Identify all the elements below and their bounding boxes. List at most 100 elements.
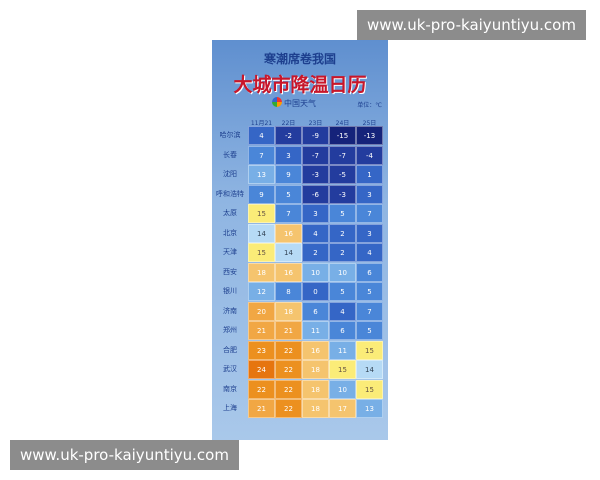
- temp-cell: 9: [248, 184, 275, 204]
- temp-cell: 21: [248, 321, 275, 340]
- temp-cell: 18: [248, 262, 275, 282]
- temp-cell: 15: [356, 340, 383, 360]
- temp-cell: 3: [302, 204, 329, 223]
- city-label: 南京: [223, 384, 237, 393]
- temp-cell: 18: [302, 379, 329, 399]
- city-label: 天津: [223, 248, 237, 256]
- temp-cell: 18: [275, 301, 302, 321]
- temp-cell: -13: [356, 126, 383, 145]
- city-label: 合肥: [223, 345, 237, 354]
- temp-cell: 24: [248, 360, 275, 379]
- temp-cell: 5: [275, 184, 302, 204]
- city-label: 上海: [223, 404, 237, 412]
- temp-cell: 15: [356, 379, 383, 399]
- column-header: 22日: [281, 120, 296, 127]
- temp-cell: 6: [329, 321, 356, 340]
- temp-cell: 22: [275, 340, 302, 360]
- temp-cell: -7: [329, 145, 356, 165]
- temp-cell: 16: [275, 223, 302, 243]
- subtitle: 大城市降温日历: [233, 74, 367, 96]
- temp-cell: 15: [329, 360, 356, 379]
- city-label: 郑州: [223, 326, 237, 334]
- temp-cell: -4: [356, 145, 383, 165]
- temp-cell: 3: [356, 223, 383, 243]
- temp-cell: 11: [302, 321, 329, 340]
- temp-cell: 5: [329, 204, 356, 223]
- temp-cell: 3: [275, 145, 302, 165]
- temp-cell: 11: [329, 340, 356, 360]
- temp-cell: 9: [275, 165, 302, 184]
- temp-cell: 7: [275, 204, 302, 223]
- city-label: 太原: [223, 209, 237, 217]
- temp-cell: 14: [275, 243, 302, 262]
- temp-cell: -3: [329, 184, 356, 204]
- temp-cell: 7: [248, 145, 275, 165]
- temp-cell: 14: [356, 360, 383, 379]
- temp-cell: -15: [329, 126, 356, 145]
- temp-cell: 18: [302, 399, 329, 418]
- watermark: www.uk-pro-kaiyuntiyu.com: [10, 440, 239, 470]
- logo: [272, 97, 282, 107]
- temp-cell: 6: [302, 301, 329, 321]
- temp-cell: 7: [356, 204, 383, 223]
- temp-cell: 3: [356, 184, 383, 204]
- temp-cell: 0: [302, 282, 329, 301]
- city-label: 济南: [223, 306, 237, 315]
- temp-cell: 16: [302, 340, 329, 360]
- temp-cell: 13: [356, 399, 383, 418]
- temp-cell: 16: [275, 262, 302, 282]
- temp-cell: 10: [329, 262, 356, 282]
- temp-cell: 8: [275, 282, 302, 301]
- temp-cell: 17: [329, 399, 356, 418]
- temp-cell: -3: [302, 165, 329, 184]
- temp-cell: -2: [275, 126, 302, 145]
- city-label: 哈尔滨: [219, 131, 241, 139]
- column-header: 23日: [308, 120, 323, 127]
- temp-cell: 4: [248, 126, 275, 145]
- temp-cell: 12: [248, 282, 275, 301]
- temp-cell: -7: [302, 145, 329, 165]
- temp-cell: 2: [329, 243, 356, 262]
- temp-cell: 23: [248, 340, 275, 360]
- watermark: www.uk-pro-kaiyuntiyu.com: [357, 10, 586, 40]
- poster: 寒潮席卷我国 大城市降温日历 中国天气 单位：℃ 11月21日22日23日24日…: [212, 40, 388, 440]
- city-label: 北京: [223, 228, 237, 237]
- city-label: 呼和浩特: [216, 189, 244, 198]
- city-label: 银川: [223, 287, 237, 295]
- temp-cell: 5: [329, 282, 356, 301]
- temp-cell: 4: [356, 243, 383, 262]
- title: 寒潮席卷我国: [263, 52, 336, 66]
- temp-cell: 2: [302, 243, 329, 262]
- temp-cell: 22: [248, 379, 275, 399]
- temp-cell: 10: [329, 379, 356, 399]
- temp-cell: 18: [302, 360, 329, 379]
- temp-cell: 22: [275, 379, 302, 399]
- temp-cell: 4: [302, 223, 329, 243]
- city-label: 长春: [223, 150, 237, 159]
- brand: 中国天气: [284, 99, 316, 108]
- temp-cell: 5: [356, 282, 383, 301]
- temp-cell: 1: [356, 165, 383, 184]
- city-label: 沈阳: [223, 170, 237, 178]
- temp-cell: 7: [356, 301, 383, 321]
- temp-cell: -6: [302, 184, 329, 204]
- temp-cell: 15: [248, 243, 275, 262]
- temp-cell: 6: [356, 262, 383, 282]
- unit: 单位：℃: [357, 102, 382, 109]
- temp-cell: 21: [248, 399, 275, 418]
- temp-cell: 2: [329, 223, 356, 243]
- temp-cell: -5: [329, 165, 356, 184]
- city-label: 西安: [223, 267, 237, 276]
- temp-cell: 21: [275, 321, 302, 340]
- city-label: 武汉: [223, 365, 237, 373]
- column-header: 25日: [362, 120, 377, 127]
- temp-cell: 10: [302, 262, 329, 282]
- temp-cell: 5: [356, 321, 383, 340]
- temp-cell: 22: [275, 360, 302, 379]
- temp-cell: 13: [248, 165, 275, 184]
- temp-cell: -9: [302, 126, 329, 145]
- temp-cell: 14: [248, 223, 275, 243]
- temp-cell: 15: [248, 204, 275, 223]
- temp-cell: 22: [275, 399, 302, 418]
